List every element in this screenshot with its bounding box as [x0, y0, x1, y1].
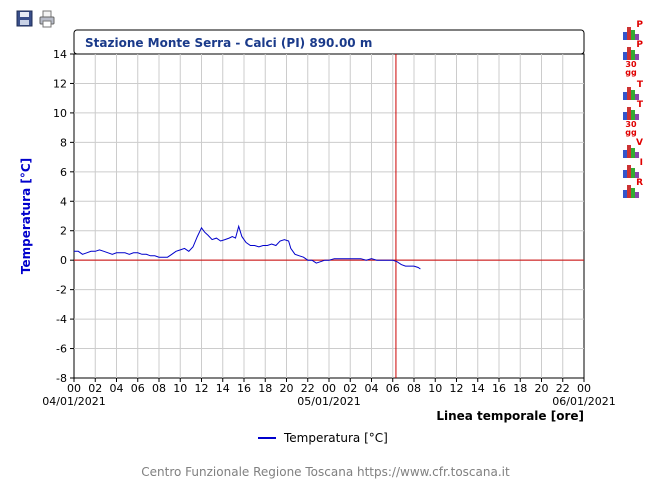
x-tick-label: 18 — [258, 382, 272, 395]
bar-chart-icon-bar — [623, 32, 627, 40]
side-button-tag: T — [636, 100, 643, 110]
x-tick-label: 12 — [195, 382, 209, 395]
y-tick-label: -8 — [56, 372, 67, 385]
bar-chart-icon-bar — [627, 27, 631, 40]
x-date-label: 04/01/2021 — [42, 395, 105, 408]
x-tick-label: 12 — [450, 382, 464, 395]
x-tick-label: 00 — [577, 382, 591, 395]
bar-chart-icon-bar — [635, 54, 639, 60]
x-tick-label: 20 — [280, 382, 294, 395]
x-tick-label: 14 — [216, 382, 230, 395]
chart-button-t[interactable]: T — [621, 80, 643, 100]
side-button-subtag: 30 gg — [625, 120, 637, 137]
bar-chart-icon-bar — [627, 47, 631, 60]
chart-button-p[interactable]: P — [621, 20, 643, 40]
temperature-chart: Stazione Monte Serra - Calci (PI) 890.00… — [19, 29, 616, 445]
side-button-tag: P — [636, 40, 643, 50]
y-tick-label: 12 — [53, 77, 67, 90]
bar-chart-icon-bar — [623, 190, 627, 198]
x-axis-label: Linea temporale [ore] — [436, 409, 584, 423]
side-button-tag: T — [636, 80, 643, 90]
bar-chart-icon-bar — [631, 188, 635, 198]
x-tick-label: 20 — [535, 382, 549, 395]
chart-button-p30[interactable]: P 30 gg — [621, 40, 643, 80]
bar-chart-icon-bar — [631, 148, 635, 158]
bar-chart-icon-bar — [635, 34, 639, 40]
x-tick-label: 00 — [67, 382, 81, 395]
y-tick-label: -4 — [56, 313, 67, 326]
chart-button-t30[interactable]: T 30 gg — [621, 100, 643, 140]
footer-credit: Centro Funzionale Regione Toscana https:… — [141, 465, 510, 479]
bar-chart-icon-bar — [623, 52, 627, 60]
x-tick-label: 08 — [407, 382, 421, 395]
bar-chart-icon-bar — [631, 90, 635, 100]
bar-chart-icon-bar — [623, 112, 627, 120]
side-button-tag: P — [636, 20, 643, 30]
side-button-subtag: 30 gg — [625, 60, 637, 77]
x-tick-label: 00 — [322, 382, 336, 395]
bar-chart-icon-bar — [627, 87, 631, 100]
y-tick-label: 0 — [60, 254, 67, 267]
bar-chart-icon-bar — [635, 152, 639, 158]
x-tick-label: 10 — [173, 382, 187, 395]
x-tick-label: 22 — [556, 382, 570, 395]
x-tick-label: 06 — [386, 382, 400, 395]
floppy-disk-icon[interactable] — [16, 10, 34, 28]
x-date-label: 05/01/2021 — [297, 395, 360, 408]
x-tick-label: 06 — [131, 382, 145, 395]
x-tick-label: 18 — [513, 382, 527, 395]
bar-chart-icon-bar — [623, 150, 627, 158]
bar-chart-icon-bar — [627, 165, 631, 178]
y-tick-label: -6 — [56, 343, 67, 356]
bar-chart-icon-bar — [635, 192, 639, 198]
bar-chart-icon-bar — [627, 145, 631, 158]
side-button-tag: V — [636, 138, 643, 148]
bar-chart-icon-bar — [627, 185, 631, 198]
y-tick-label: 8 — [60, 136, 67, 149]
x-tick-label: 08 — [152, 382, 166, 395]
chart-button-v[interactable]: V — [621, 138, 643, 158]
side-button-tag: R — [636, 178, 643, 188]
y-tick-label: 2 — [60, 225, 67, 238]
y-tick-label: 6 — [60, 166, 67, 179]
bar-chart-icon-bar — [627, 107, 631, 120]
y-tick-label: 4 — [60, 195, 67, 208]
y-axis-label: Temperatura [°C] — [19, 158, 33, 274]
bar-chart-icon-bar — [623, 92, 627, 100]
y-tick-label: 14 — [53, 48, 67, 61]
bar-chart-icon-bar — [631, 30, 635, 40]
chart-title: Stazione Monte Serra - Calci (PI) 890.00… — [85, 36, 372, 50]
chart-button-i[interactable]: I — [621, 158, 643, 178]
bar-chart-icon-bar — [631, 50, 635, 60]
x-tick-label: 10 — [428, 382, 442, 395]
side-button-tag: I — [639, 158, 643, 168]
x-tick-label: 14 — [471, 382, 485, 395]
bar-chart-icon-bar — [635, 94, 639, 100]
chart-button-r[interactable]: R — [621, 178, 643, 198]
legend-label: Temperatura [°C] — [283, 431, 388, 445]
bar-chart-icon-bar — [635, 172, 639, 178]
bar-chart-icon-bar — [635, 114, 639, 120]
bar-chart-icon-bar — [631, 168, 635, 178]
x-tick-label: 16 — [237, 382, 251, 395]
x-tick-label: 22 — [301, 382, 315, 395]
printer-icon[interactable] — [38, 10, 56, 28]
y-tick-label: 10 — [53, 107, 67, 120]
y-tick-label: -2 — [56, 284, 67, 297]
x-tick-label: 02 — [88, 382, 102, 395]
x-tick-label: 16 — [492, 382, 506, 395]
x-tick-label: 04 — [365, 382, 379, 395]
x-tick-label: 02 — [343, 382, 357, 395]
series-line-temperatura — [74, 224, 421, 270]
bar-chart-icon-bar — [631, 110, 635, 120]
x-date-label: 06/01/2021 — [552, 395, 615, 408]
x-tick-label: 04 — [110, 382, 124, 395]
bar-chart-icon-bar — [623, 170, 627, 178]
